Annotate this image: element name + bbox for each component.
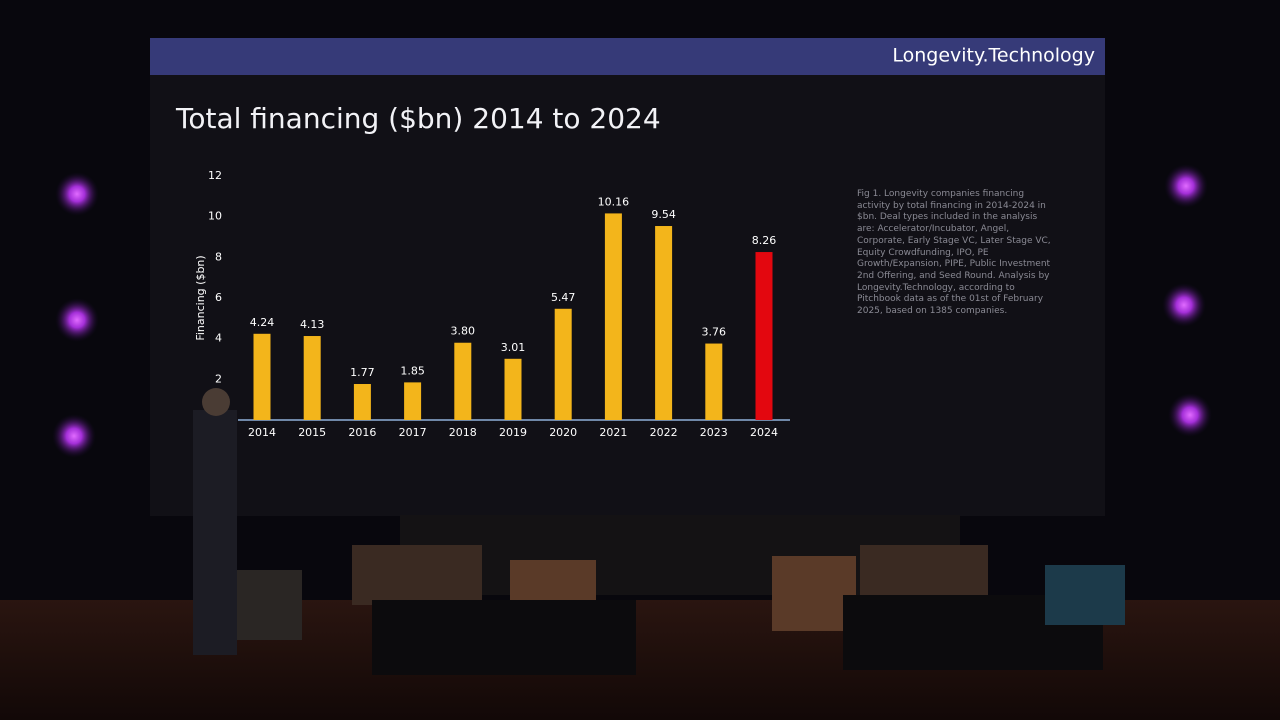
brand: Longevity.Technology (892, 45, 1095, 67)
y-axis-label: Financing ($bn) (194, 255, 207, 340)
value-label: 4.13 (300, 318, 325, 331)
x-tick-label: 2022 (650, 426, 678, 439)
value-label: 1.77 (350, 366, 375, 379)
x-tick-label: 2019 (499, 426, 527, 439)
light (1162, 283, 1206, 327)
x-tick-label: 2018 (449, 426, 477, 439)
light (1164, 164, 1208, 208)
value-label: 9.54 (651, 208, 676, 221)
value-label: 3.76 (702, 326, 727, 339)
value-label: 8.26 (752, 234, 777, 247)
x-tick-label: 2024 (750, 426, 778, 439)
x-tick-label: 2016 (348, 426, 376, 439)
screen (150, 38, 1105, 516)
x-tick-label: 2020 (549, 426, 577, 439)
y-tick-label: 6 (215, 291, 222, 304)
plant-pot (232, 570, 302, 640)
bar (353, 384, 371, 420)
chart-title: Total financing ($bn) 2014 to 2024 (175, 102, 661, 135)
stage-furniture (193, 388, 1125, 675)
chair (352, 545, 482, 605)
value-label: 1.85 (400, 364, 425, 377)
light (55, 172, 99, 216)
speaker (372, 600, 636, 675)
y-tick-label: 10 (208, 210, 222, 223)
y-tick-label: 8 (215, 250, 222, 263)
value-label: 4.24 (250, 316, 275, 329)
x-tick-label: 2023 (700, 426, 728, 439)
x-tick-label: 2017 (399, 426, 427, 439)
table (772, 556, 856, 631)
x-tick-label: 2014 (248, 426, 276, 439)
bar (655, 226, 673, 420)
bar (303, 336, 321, 420)
y-tick-label: 2 (215, 372, 222, 385)
y-tick-label: 4 (215, 332, 222, 345)
light (52, 414, 96, 458)
bar (604, 213, 622, 420)
bar (705, 343, 723, 420)
value-label: 3.80 (451, 325, 476, 338)
table (510, 560, 596, 600)
figure-note: Fig 1. Longevity companies financing act… (857, 189, 1051, 317)
x-tick-label: 2021 (599, 426, 627, 439)
light (55, 298, 99, 342)
bar (755, 252, 773, 420)
value-label: 5.47 (551, 291, 576, 304)
bar (454, 342, 472, 420)
value-label: 3.01 (501, 341, 526, 354)
presenter-head (202, 388, 230, 416)
presenter (193, 410, 237, 655)
x-tick-label: 2015 (298, 426, 326, 439)
stage-lights (52, 164, 1212, 458)
value-label: 10.16 (598, 195, 630, 208)
plant-pot (1045, 565, 1125, 625)
y-tick-label: 12 (208, 169, 222, 182)
bar (504, 358, 522, 420)
bar (253, 333, 271, 420)
bar (554, 308, 572, 420)
header-bar (150, 38, 1105, 75)
bar (404, 382, 422, 420)
light (1168, 393, 1212, 437)
